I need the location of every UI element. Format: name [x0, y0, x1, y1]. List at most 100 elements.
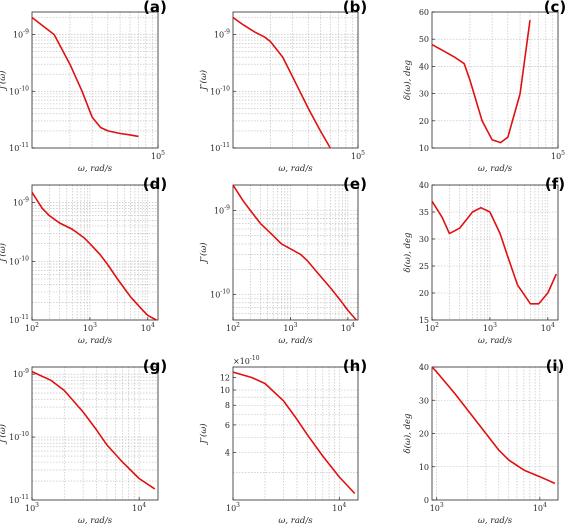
x-tick-label: 102	[226, 322, 240, 333]
x-tick-label: 104	[541, 322, 555, 333]
panel-label: (b)	[343, 0, 367, 16]
y-tick-label: 40	[419, 363, 429, 372]
y-tick-label: 10-9	[214, 204, 230, 215]
grid	[432, 12, 558, 148]
chart-panel-2: 105 10-11 10-10 10-9 ω, rad/s J″(ω) (b)	[198, 0, 367, 174]
series-line	[31, 16, 139, 138]
y-axis-label: J′(ω)	[0, 71, 8, 92]
x-tick-label: 103	[430, 502, 444, 513]
panel-label: (c)	[544, 0, 567, 16]
x-axis-label: ω, rad/s	[78, 164, 113, 174]
x-tick-label: 102	[25, 322, 39, 333]
grid	[432, 185, 558, 320]
axes-frame	[31, 366, 159, 501]
y-tick-label: 10-9	[13, 368, 29, 379]
y-tick-label: 10-11	[9, 142, 29, 153]
panel-label: (g)	[143, 357, 167, 375]
y-tick-label: 10-10	[9, 255, 29, 266]
axes-frame	[431, 11, 559, 149]
axes-frame	[232, 184, 359, 321]
panel-label: (f)	[545, 175, 565, 193]
x-tick-label: 105	[551, 150, 565, 161]
grid	[432, 367, 558, 500]
grid	[32, 367, 158, 500]
panel-label: (d)	[143, 175, 167, 193]
grid	[32, 12, 158, 148]
series-line	[31, 370, 156, 490]
series-line	[232, 16, 331, 149]
x-tick-label: 104	[332, 502, 346, 513]
grid	[32, 185, 158, 320]
axes-frame	[431, 184, 559, 321]
y-tick-label: 10-10	[9, 431, 29, 442]
panel-label: (h)	[343, 357, 367, 375]
grid	[233, 367, 358, 500]
y-tick-label: 10-10	[210, 289, 230, 300]
x-tick-label: 104	[132, 502, 146, 513]
x-axis-label: ω, rad/s	[478, 516, 513, 526]
y-tick-label: 40	[419, 181, 429, 190]
series-line	[31, 191, 157, 321]
y-tick-label: 10-11	[9, 314, 29, 325]
x-axis-label: ω, rad/s	[278, 336, 313, 346]
panel-label: (i)	[546, 357, 565, 375]
series-line	[232, 184, 357, 321]
x-tick-label: 104	[533, 502, 547, 513]
y-tick-label: 30	[419, 235, 429, 244]
y-axis-label: J″(ω)	[198, 242, 209, 264]
y-tick-label: 15	[419, 316, 429, 325]
chart-panel-6: 102 103 104 15 20 25 30 35 40 ω, rad/s δ(ω), deg (f…	[402, 175, 565, 346]
x-axis-label: ω, rad/s	[78, 336, 113, 346]
y-tick-label: 20	[419, 430, 429, 439]
y-tick-label: 10-10	[9, 85, 29, 96]
series-line	[431, 366, 556, 485]
y-axis-label: δ(ω), deg	[402, 413, 413, 454]
y-tick-label: 4	[225, 449, 230, 458]
y-tick-label: 10-11	[210, 142, 230, 153]
y-tick-label: 10-11	[9, 494, 29, 505]
y-axis-label: δ(ω), deg	[402, 232, 413, 273]
grid	[233, 185, 358, 320]
y-tick-label: 10-9	[13, 197, 29, 208]
y-tick-label: 30	[419, 396, 429, 405]
grid	[233, 12, 358, 148]
y-tick-label: 10-10	[210, 85, 230, 96]
x-tick-label: 105	[351, 150, 365, 161]
y-tick-label: 40	[419, 62, 429, 71]
y-tick-label: 50	[419, 35, 429, 44]
series-line	[232, 371, 356, 495]
chart-panel-7: 103 104 10-11 10-10 10-9 ω, rad/s J′(ω) (g)	[0, 357, 167, 526]
x-tick-label: 105	[151, 150, 165, 161]
y-axis-label: δ(ω), deg	[402, 59, 413, 100]
chart-panel-9: 103 104 0 10 20 30 40 ω, rad/s δ(ω), deg (i)	[402, 357, 564, 526]
x-tick-label: 103	[283, 322, 297, 333]
y-axis-label: J″(ω)	[198, 423, 209, 445]
axes-frame	[31, 11, 159, 149]
y-tick-label: 12	[220, 374, 230, 383]
x-axis-label: ω, rad/s	[278, 164, 313, 174]
x-tick-label: 104	[141, 322, 155, 333]
x-tick-label: 103	[483, 322, 497, 333]
y-tick-label: 6	[225, 421, 230, 430]
y-tick-label: 35	[419, 208, 429, 217]
x-axis-label: ω, rad/s	[478, 336, 513, 346]
y-tick-label: 20	[419, 117, 429, 126]
y-tick-label: 0	[424, 496, 429, 505]
panel-label: (a)	[143, 0, 167, 16]
y-tick-label: 10	[419, 144, 429, 153]
axes-frame	[31, 184, 159, 321]
y-axis-label: J″(ω)	[198, 70, 209, 92]
chart-panel-3: 105 10 20 30 40 50 60 ω, rad/s δ(ω), deg (c)	[402, 0, 566, 174]
chart-panel-5: 102 103 104 10-10 10-9 ω, rad/s J″(ω) (e)	[198, 175, 367, 346]
y-tick-label: 30	[419, 90, 429, 99]
x-tick-label: 102	[425, 322, 439, 333]
y-tick-label: 20	[419, 289, 429, 298]
series-line	[431, 20, 531, 144]
axes-frame	[232, 11, 359, 149]
y-tick-label: 10-9	[214, 29, 230, 40]
x-tick-label: 103	[25, 502, 39, 513]
y-tick-label: 10-9	[13, 29, 29, 40]
x-axis-label: ω, rad/s	[278, 516, 313, 526]
x-axis-label: ω, rad/s	[478, 164, 513, 174]
